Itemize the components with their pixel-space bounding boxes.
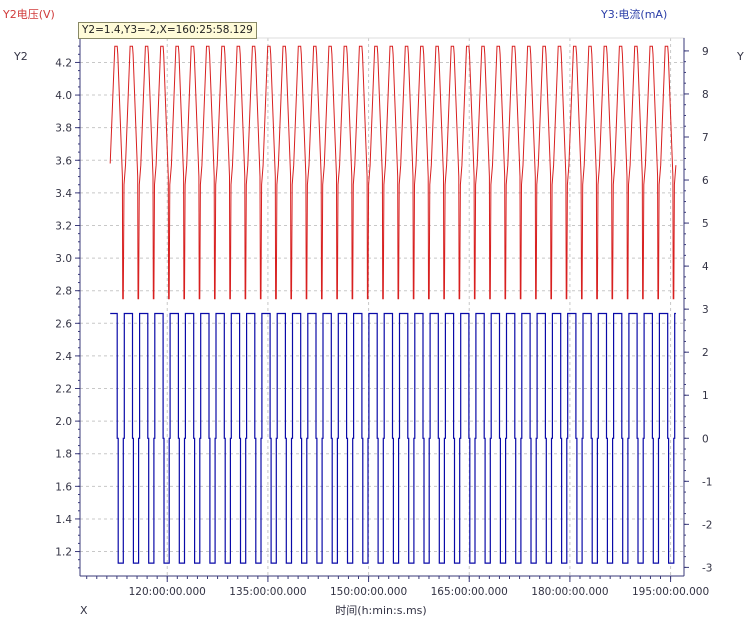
right-axis-short-label: Y (736, 50, 744, 63)
right-tick-label: -3 (702, 562, 712, 574)
left-tick-label: 3.6 (55, 155, 72, 167)
left-tick-label: 4.2 (55, 57, 72, 69)
series-voltage-line (109, 45, 677, 300)
left-tick-label: 1.8 (55, 449, 72, 461)
left-tick-label: 2.2 (55, 384, 72, 396)
left-tick-label: 2.6 (55, 318, 72, 330)
right-tick-label: 2 (702, 347, 709, 359)
right-tick-label: -1 (702, 476, 712, 488)
left-tick-label: 3.2 (55, 220, 72, 232)
x-axis-short-label: X (80, 604, 88, 617)
left-tick-label: 3.8 (55, 123, 72, 135)
right-tick-label: 1 (702, 390, 709, 402)
right-tick-label: -2 (702, 519, 712, 531)
x-tick-label: 120:00:00.000 (129, 586, 206, 598)
left-tick-label: 2.8 (55, 286, 72, 298)
right-tick-label: 0 (702, 433, 709, 445)
cursor-readout: Y2=1.4,Y3=-2,X=160:25:58.129 (78, 22, 257, 39)
right-y-axis: -3 -2 -1 0 1 2 3 4 5 6 7 8 9 (683, 38, 712, 576)
right-tick-label: 8 (702, 89, 709, 101)
right-tick-label: 7 (702, 132, 709, 144)
left-tick-label: 1.6 (55, 481, 72, 493)
right-tick-label: 5 (702, 218, 709, 230)
x-tick-label: 180:00:00.000 (531, 586, 608, 598)
plot-area (79, 37, 685, 577)
x-axis-title: 时间(h:min:s.ms) (335, 604, 426, 617)
left-tick-label: 3.4 (55, 188, 72, 200)
left-tick-label: 2.4 (55, 351, 72, 363)
left-tick-label: 1.4 (55, 514, 72, 526)
x-tick-label: 165:00:00.000 (431, 586, 508, 598)
right-tick-label: 4 (702, 261, 709, 273)
right-tick-label: 6 (702, 175, 709, 187)
x-tick-label: 135:00:00.000 (229, 586, 306, 598)
grid-lines (80, 38, 684, 576)
x-tick-label: 195:00:00.000 (632, 586, 709, 598)
series-current-line (110, 312, 676, 564)
left-axis-short-label: Y2 (13, 50, 28, 63)
right-axis-title: Y3:电流(mA) (600, 7, 667, 21)
left-tick-label: 4.0 (55, 90, 72, 102)
right-tick-label: 9 (702, 46, 709, 58)
left-tick-label: 2.0 (55, 416, 72, 428)
left-axis-title: Y2电压(V) (2, 8, 55, 21)
left-tick-label: 3.0 (55, 253, 72, 265)
x-axis: 120:00:00.000 135:00:00.000 150:00:00.000 1… (80, 575, 709, 598)
right-tick-label: 3 (702, 304, 709, 316)
left-tick-label: 1.2 (55, 547, 72, 559)
x-tick-label: 150:00:00.000 (330, 586, 407, 598)
left-y-axis: 1.2 1.4 1.6 1.8 2.0 2.2 2.4 2.6 2.8 3.0 3.2 3.4 3.6 3… (55, 38, 81, 576)
